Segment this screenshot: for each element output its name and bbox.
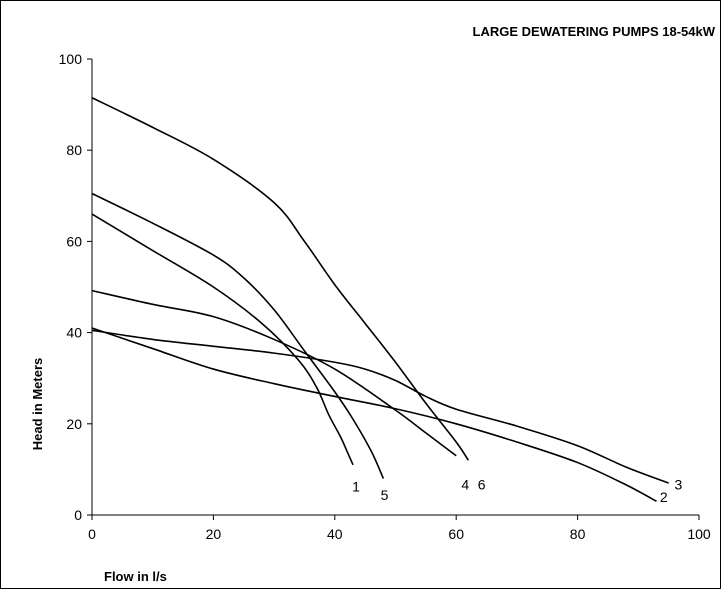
curve-label-3: 3 xyxy=(674,476,682,492)
curve-label-6: 6 xyxy=(478,476,486,492)
curves xyxy=(91,97,669,503)
pump-curve-2 xyxy=(91,327,657,503)
y-tick-label: 60 xyxy=(66,233,82,249)
curve-label-5: 5 xyxy=(381,487,389,503)
x-tick-label: 20 xyxy=(206,526,222,542)
x-tick-label: 0 xyxy=(88,526,96,542)
pump-curve-3 xyxy=(91,329,669,484)
y-axis-title: Head in Meters xyxy=(30,358,45,450)
curve-label-4: 4 xyxy=(461,476,469,492)
y-tick-label: 40 xyxy=(66,325,82,341)
x-axis-title: Flow in l/s xyxy=(104,569,167,584)
x-tick-label: 40 xyxy=(327,526,343,542)
x-tick-label: 100 xyxy=(687,526,711,542)
curve-label-1: 1 xyxy=(352,479,360,495)
pump-curve-4 xyxy=(91,289,457,457)
pump-curve-6 xyxy=(91,97,470,461)
curve-label-2: 2 xyxy=(660,489,668,505)
x-tick-label: 80 xyxy=(570,526,586,542)
x-tick-label: 60 xyxy=(448,526,464,542)
y-tick-label: 20 xyxy=(66,416,82,432)
y-tick-label: 100 xyxy=(59,51,83,67)
axes: 0 20 40 60 80 100 0 20 40 60 80 100 xyxy=(59,51,711,542)
pump-curve-5 xyxy=(91,192,385,479)
chart-title: LARGE DEWATERING PUMPS 18-54kW xyxy=(473,24,716,39)
y-tick-label: 0 xyxy=(74,507,82,523)
y-tick-label: 80 xyxy=(66,142,82,158)
pump-curve-1 xyxy=(91,213,354,466)
